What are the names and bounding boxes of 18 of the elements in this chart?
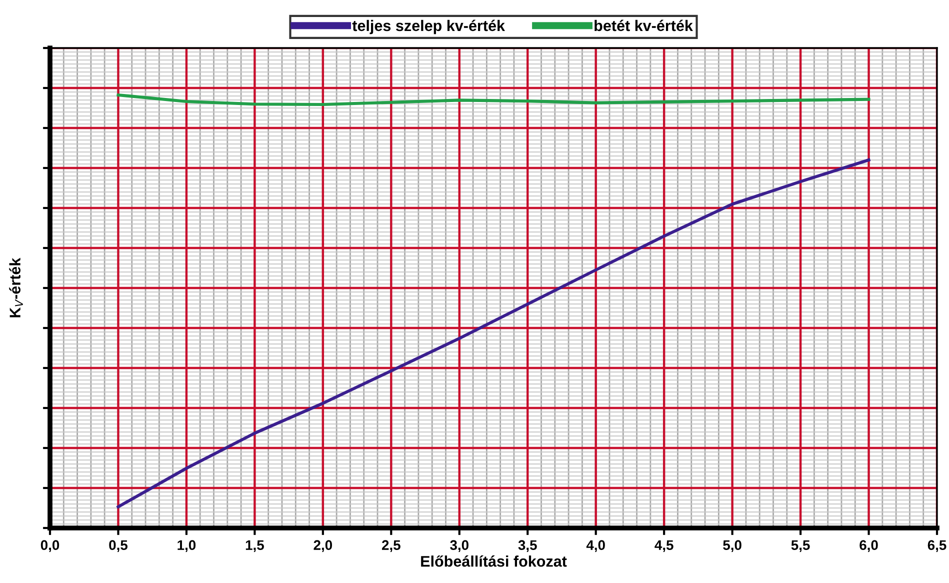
x-axis-title: Előbeállítási fokozat: [421, 555, 567, 567]
x-tick-label: 0,5: [109, 540, 128, 552]
x-tick-label: 5,5: [791, 540, 810, 552]
x-tick-label: 1,5: [246, 540, 264, 552]
x-tick-label: 4,0: [586, 540, 605, 552]
x-tick-label: 4,5: [654, 540, 674, 552]
x-tick-label: 6,5: [928, 540, 946, 552]
legend-label: betét kv-érték: [594, 20, 693, 32]
x-tick-label: 1,0: [178, 540, 196, 552]
legend-label: teljes szelep kv-érték: [352, 20, 506, 34]
x-tick-label: 0,0: [40, 540, 60, 552]
x-tick-label: 2,5: [382, 540, 400, 552]
x-tick-label: 5,0: [723, 540, 742, 552]
x-tick-label: 2,0: [314, 540, 332, 552]
x-tick-label: 3,5: [518, 540, 537, 552]
y-axis-title: K$_{V}$-érték: [9, 258, 23, 318]
x-tick-label: 6,0: [860, 540, 878, 552]
x-tick-label: 3,0: [450, 540, 468, 552]
